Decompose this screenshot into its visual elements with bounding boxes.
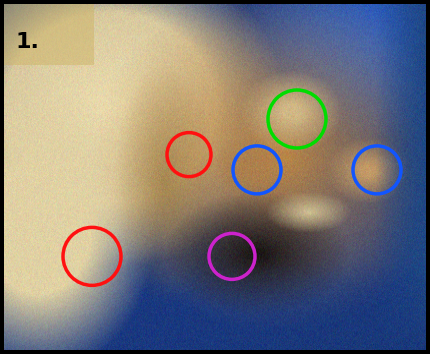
Text: 1.: 1.: [16, 33, 40, 52]
